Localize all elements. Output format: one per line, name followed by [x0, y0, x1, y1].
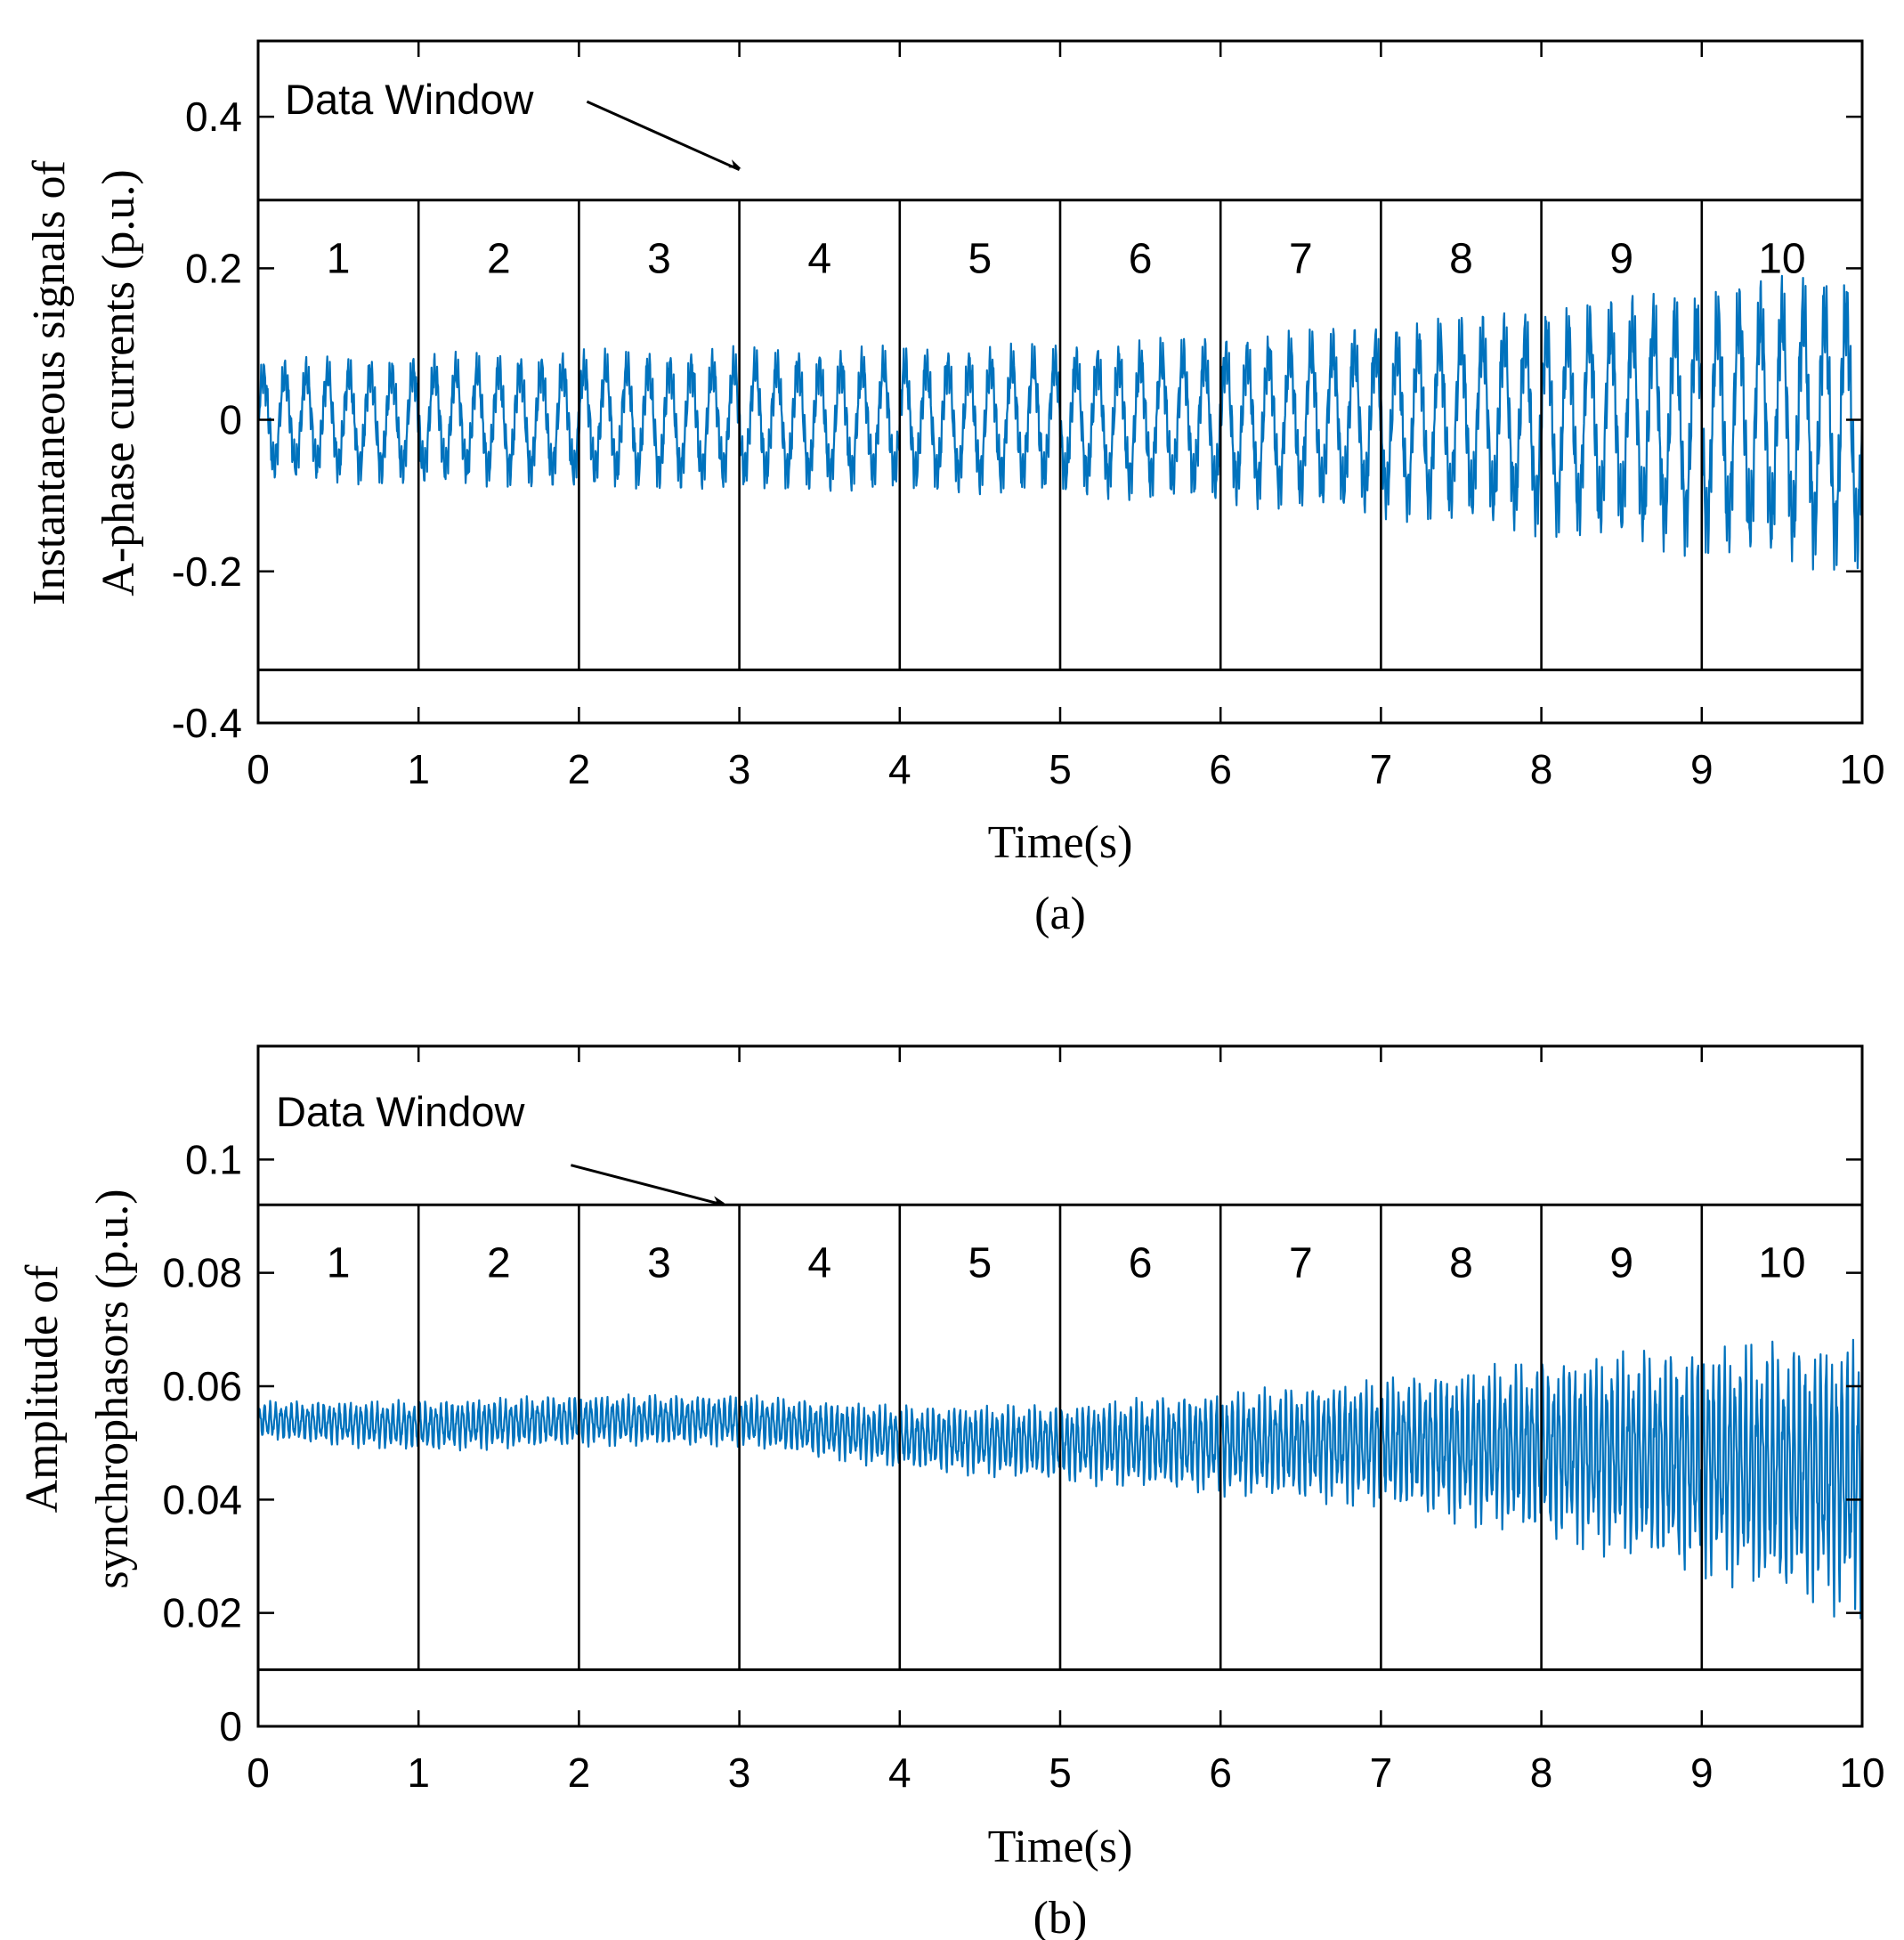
panel-b-xtick-label-9: 9: [1690, 1749, 1714, 1796]
panel-b-window-label-1: 1: [327, 1240, 351, 1287]
panel-a-xtick-label-5: 5: [1049, 746, 1072, 792]
panel-a-ytick-label-0: -0.4: [172, 700, 242, 746]
panel-b-window-label-7: 7: [1289, 1240, 1313, 1287]
panel-b-xtick-label-6: 6: [1209, 1749, 1232, 1796]
panel-a-ytick-label-1: -0.2: [172, 548, 242, 595]
panel-a-window-label-3: 3: [647, 236, 671, 283]
panel-b-ytick-label-2: 0.04: [162, 1476, 242, 1522]
panel-b-xtick-label-2: 2: [568, 1749, 591, 1796]
panel-b-window-label-4: 4: [807, 1240, 831, 1287]
panel-b-xtick-label-4: 4: [888, 1749, 911, 1796]
panel-b-ytick-label-1: 0.02: [162, 1590, 242, 1636]
panel-a-xtick-label-10: 10: [1839, 746, 1884, 792]
panel-b-xlabel: Time(s): [988, 1822, 1133, 1872]
panel-a-window-label-9: 9: [1609, 236, 1633, 283]
panel-a-ytick-label-3: 0.2: [185, 245, 242, 291]
panel-a-window-label-2: 2: [487, 236, 511, 283]
panel-b-annotation-arrow: [571, 1164, 725, 1206]
panel-a-ylabel-line2: A-phase currents (p.u.): [93, 169, 144, 596]
panel-b-xtick-label-3: 3: [728, 1749, 751, 1796]
panel-a-xtick-label-0: 0: [247, 746, 270, 792]
panel-a-annotation: Data Window: [285, 76, 535, 123]
panel-a-ytick-label-4: 0.4: [185, 93, 242, 140]
panel-a-xtick-label-6: 6: [1209, 746, 1232, 792]
panel-a-xtick-label-8: 8: [1530, 746, 1553, 792]
panel-a-xtick-label-1: 1: [407, 746, 430, 792]
panel-a-chart: (a) Time(s) Instantaneous signals of A-p…: [24, 39, 1885, 939]
panel-a-xtick-label-4: 4: [888, 746, 911, 792]
panel-a-window-label-8: 8: [1449, 236, 1473, 283]
panel-b-xtick-label-7: 7: [1370, 1749, 1393, 1796]
panel-a-xtick-label-2: 2: [568, 746, 591, 792]
panel-b-ylabel-line1: Amplitude of: [17, 1264, 68, 1513]
panel-a-window-label-1: 1: [327, 236, 351, 283]
panel-a-xtick-label-3: 3: [728, 746, 751, 792]
panel-b-window-label-9: 9: [1609, 1240, 1633, 1287]
panel-a-xtick-label-9: 9: [1690, 746, 1714, 792]
panel-a-window-label-6: 6: [1129, 236, 1153, 283]
panel-b-window-label-10: 10: [1758, 1240, 1805, 1287]
panel-a-window-label-5: 5: [968, 236, 993, 283]
panel-a-annotation-arrow: [586, 100, 741, 172]
panel-a-xtick-label-7: 7: [1370, 746, 1393, 792]
panel-b-window-label-6: 6: [1129, 1240, 1153, 1287]
panel-b-xtick-label-0: 0: [247, 1749, 270, 1796]
panel-b-caption: (b): [1033, 1893, 1088, 1940]
panel-a-window-label-4: 4: [807, 236, 831, 283]
panel-a-window-label-10: 10: [1758, 236, 1805, 283]
panel-b-window-label-5: 5: [968, 1240, 993, 1287]
panel-b-ytick-label-0: 0: [219, 1703, 242, 1749]
panel-a-caption: (a): [1034, 889, 1086, 939]
panel-b-xtick-label-1: 1: [407, 1749, 430, 1796]
panel-b-ytick-label-4: 0.08: [162, 1250, 242, 1296]
panel-b-ytick-label-3: 0.06: [162, 1363, 242, 1409]
panel-b-annotation: Data Window: [276, 1088, 526, 1135]
panel-b-xtick-label-8: 8: [1530, 1749, 1553, 1796]
panel-a-ytick-label-2: 0: [219, 397, 242, 443]
panel-b-xtick-label-5: 5: [1049, 1749, 1072, 1796]
panel-b-ytick-label-5: 0.1: [185, 1136, 242, 1182]
panel-a-window-label-7: 7: [1289, 236, 1313, 283]
panel-b-window-label-3: 3: [647, 1240, 671, 1287]
panel-b-chart: (b) Time(s) Amplitude of synchrophasors …: [17, 1044, 1885, 1940]
panel-a-xlabel: Time(s): [988, 817, 1133, 868]
panel-a-ylabel-line1: Instantaneous signals of: [24, 159, 75, 605]
panel-b-ylabel-line2: synchrophasors (p.u.): [87, 1189, 138, 1588]
panel-b-window-label-2: 2: [487, 1240, 511, 1287]
panel-b-xtick-label-10: 10: [1839, 1749, 1884, 1796]
panel-b-window-label-8: 8: [1449, 1240, 1473, 1287]
